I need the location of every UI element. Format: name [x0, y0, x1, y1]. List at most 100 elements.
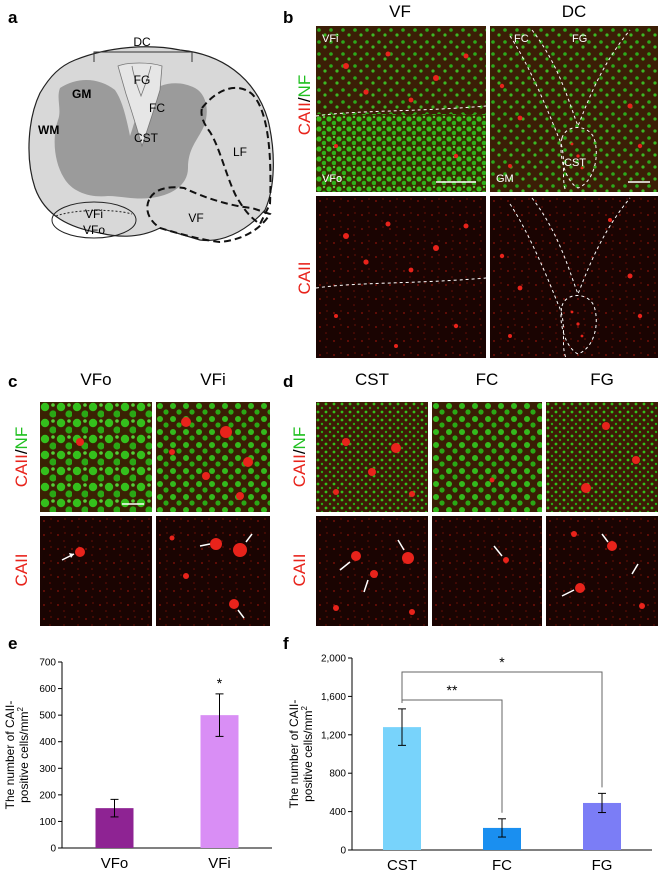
panel-d-column-fc: FC [475, 370, 499, 389]
micrograph-d-fc-merged [432, 402, 542, 512]
arrow-icon [561, 589, 575, 597]
micrograph-d-cst-caii [316, 516, 428, 626]
panel-letter-f: f [283, 634, 289, 653]
dc-outline-fg [531, 29, 631, 128]
y-tick-label: 400 [329, 807, 346, 818]
micrograph-b-dc-merged: FC FG CST GM [490, 26, 658, 192]
comparison-bracket [401, 671, 603, 788]
panel-b-column-dc: DC [561, 2, 587, 21]
panel-c-column-vfo: VFo [80, 370, 112, 389]
arrow-icon [245, 533, 253, 543]
y-tick-label: 700 [39, 658, 56, 669]
micrograph-d-fc-caii [432, 516, 542, 626]
arrow-icon [493, 545, 503, 557]
region-label-gm: GM [496, 173, 514, 185]
gray-matter-shape [54, 79, 207, 199]
arrow-icon [397, 539, 405, 551]
bar-cst [383, 727, 421, 850]
vfi-vfo-divider [55, 209, 133, 217]
y-axis-title-superscript: 2 [16, 707, 25, 712]
micrograph-b-dc-caii [490, 196, 658, 358]
spinal-cord-schematic: DC GM WM FG FC CST LF VF VFi VFo [28, 35, 274, 244]
category-label-cst: CST [387, 857, 417, 874]
panel-d-column-fg: FG [590, 370, 614, 389]
micrograph-d-fg-caii [546, 516, 658, 626]
dc-bracket [93, 51, 193, 62]
category-label-vfo: VFo [101, 855, 129, 872]
vfo-region [51, 201, 137, 239]
y-tick-label: 400 [39, 737, 56, 748]
panel-d-column-cst: CST [355, 370, 389, 389]
region-label-fg: FG [572, 33, 587, 45]
micrograph-c-vfi-merged [156, 402, 270, 512]
comparison-marker: ** [447, 682, 458, 698]
y-tick-label: 600 [39, 684, 56, 695]
arrow-icon [237, 609, 245, 619]
micrograph-c-vfi-caii [156, 516, 270, 626]
micrograph-d-cst-merged [316, 402, 428, 512]
label-fc: FC [149, 101, 165, 115]
micrograph-d-fg-merged [546, 402, 658, 512]
y-tick-label: 2,000 [321, 654, 346, 665]
dc-outline-fc [509, 35, 567, 192]
panel-letter-d: d [283, 372, 294, 391]
panel-letter-c: c [8, 372, 18, 391]
arrow-icon [363, 579, 369, 593]
y-tick-label: 200 [39, 790, 56, 801]
label-vf: VF [188, 211, 203, 225]
y-tick-label: 100 [39, 817, 56, 828]
label-vfo: VFo [83, 223, 105, 237]
bar-chart-e: 0 100 200 300 400 500 600 700 The number of CAII… [3, 658, 272, 872]
category-label-fc: FC [492, 857, 512, 874]
arrow-icon [601, 533, 609, 543]
y-tick-label: 800 [329, 769, 346, 780]
y-axis-title-line1: The number of CAII- [287, 700, 301, 809]
dorsal-column-shape [117, 62, 163, 148]
ventral-funiculus-outline [146, 186, 272, 244]
y-axis-title-text: positive cells/mm [301, 711, 315, 802]
label-gm: GM [72, 87, 91, 101]
comparison-marker: * [499, 654, 505, 670]
y-axis-title-line1: The number of CAII- [3, 701, 17, 810]
panel-c-row-label-merged: CAII/NF [12, 426, 31, 488]
label-wm: WM [38, 123, 59, 137]
y-tick-label: 0 [340, 846, 346, 857]
y-tick-label: 1,600 [321, 692, 346, 703]
panel-c-row-label-caii: CAII [12, 553, 31, 587]
y-tick-label: 300 [39, 764, 56, 775]
micrograph-c-vfo-merged [40, 402, 152, 512]
lateral-funiculus-outline [200, 86, 272, 226]
dc-outline-cst [560, 127, 597, 189]
label-dc: DC [133, 35, 151, 49]
panel-b-column-vf: VF [389, 2, 411, 21]
panel-d-row-label-caii: CAII [290, 553, 309, 587]
label-cst: CST [134, 131, 159, 145]
region-label-vfi: VFi [322, 33, 339, 45]
bar-chart-f: 0 400 800 1,200 1,600 2,000 The number of CAII… [287, 654, 652, 874]
y-axis-title-line2: positive cells/mm2 [300, 706, 315, 802]
y-axis-title-text: positive cells/mm [17, 712, 31, 803]
label-fg: FG [134, 73, 151, 87]
region-label-fc: FC [514, 33, 529, 45]
bar-vfi [200, 715, 239, 848]
significance-marker: * [217, 675, 223, 691]
y-tick-label: 1,200 [321, 730, 346, 741]
panel-letter-b: b [283, 8, 294, 27]
y-tick-label: 500 [39, 711, 56, 722]
category-label-vfi: VFi [208, 855, 231, 872]
micrograph-b-vf-merged: VFi VFo [316, 26, 486, 192]
label-lf: LF [233, 145, 247, 159]
panel-letter-a: a [8, 8, 18, 27]
y-axis-title-line2: positive cells/mm2 [16, 707, 31, 803]
label-vfi: VFi [85, 207, 103, 221]
panel-c-column-vfi: VFi [200, 370, 226, 389]
panel-b-row-label-caii: CAII [295, 261, 314, 295]
panel-letter-e: e [8, 634, 18, 653]
panel-d-row-label-merged: CAII/NF [290, 426, 309, 488]
y-axis-title-superscript: 2 [300, 706, 309, 711]
bar-fc [483, 827, 521, 850]
panel-b-row-label-merged: CAII/NF [295, 74, 314, 136]
arrow-icon [339, 561, 351, 571]
region-label-vfo: VFo [322, 173, 342, 185]
arrow-icon [199, 543, 211, 547]
